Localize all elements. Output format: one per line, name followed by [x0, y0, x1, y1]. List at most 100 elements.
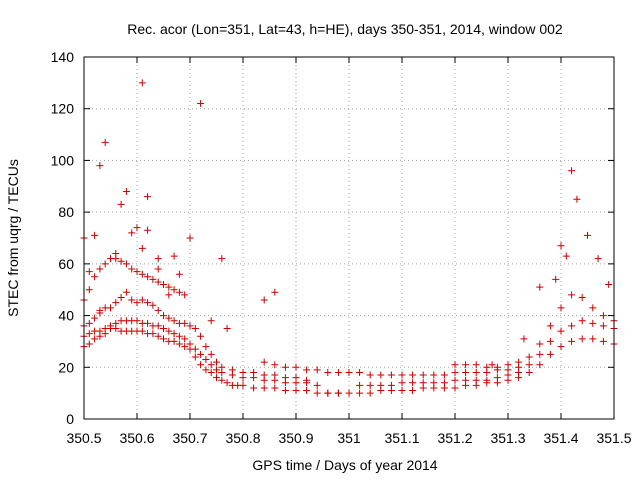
data-point — [133, 299, 141, 307]
y-tick-label: 80 — [58, 204, 74, 220]
data-point — [85, 330, 93, 338]
data-point — [128, 229, 136, 237]
data-point — [85, 340, 93, 348]
data-point — [122, 260, 130, 268]
y-axis-ticks: 0 20 40 60 80 100 120 140 — [51, 49, 614, 427]
data-point — [568, 322, 576, 330]
data-point — [356, 389, 364, 397]
data-point — [144, 193, 152, 201]
data-point — [149, 330, 157, 338]
data-point — [552, 275, 560, 283]
data-point — [96, 265, 104, 273]
data-point — [260, 358, 268, 366]
x-tick-label: 350.8 — [225, 430, 260, 446]
data-point — [546, 337, 554, 345]
data-point — [181, 335, 189, 343]
data-point — [154, 322, 162, 330]
data-point — [493, 374, 501, 382]
data-point — [117, 293, 125, 301]
x-axis-ticks: 350.5 350.6 350.7 350.8 350.9 351 351.1 351.2 35… — [66, 57, 632, 446]
data-point — [398, 371, 406, 379]
data-point — [345, 389, 353, 397]
x-tick-label: 351 — [337, 430, 361, 446]
y-tick-label: 140 — [51, 49, 75, 65]
data-point — [96, 332, 104, 340]
data-point — [160, 281, 167, 289]
data-point — [133, 224, 141, 232]
data-point — [91, 273, 99, 281]
data-point — [430, 371, 438, 379]
x-tick-label: 350.6 — [119, 430, 154, 446]
data-point — [250, 368, 258, 376]
data-point — [536, 350, 544, 358]
data-point — [91, 314, 99, 322]
x-tick-label: 351.1 — [384, 430, 419, 446]
data-point — [589, 335, 597, 343]
data-point — [451, 384, 459, 392]
data-point — [303, 366, 311, 374]
data-point — [186, 322, 194, 330]
data-point — [175, 340, 183, 348]
data-point — [128, 265, 136, 273]
data-point — [568, 337, 576, 345]
data-point — [181, 319, 189, 327]
data-point — [409, 371, 417, 379]
data-point — [223, 325, 231, 332]
data-point — [398, 379, 406, 387]
data-point — [504, 361, 512, 369]
data-point — [218, 363, 226, 371]
data-point — [599, 337, 607, 345]
x-tick-label: 351.3 — [490, 430, 525, 446]
data-point — [451, 376, 459, 384]
data-point — [366, 381, 374, 389]
data-point — [154, 255, 162, 263]
data-point — [181, 291, 189, 299]
data-point — [281, 363, 289, 371]
data-point — [462, 361, 470, 369]
data-point — [197, 332, 205, 340]
y-tick-label: 0 — [66, 411, 74, 427]
data-point — [546, 350, 554, 358]
data-point — [281, 387, 289, 395]
x-tick-label: 351.4 — [543, 430, 578, 446]
data-point — [589, 319, 597, 327]
y-tick-label: 40 — [58, 308, 74, 324]
x-tick-label: 350.7 — [172, 430, 207, 446]
data-point — [138, 327, 146, 335]
data-point — [170, 286, 178, 294]
data-point — [483, 376, 491, 384]
data-point — [557, 304, 565, 312]
data-point — [170, 252, 178, 260]
data-point — [207, 350, 215, 358]
data-point — [122, 187, 130, 195]
data-point — [154, 278, 162, 286]
data-point — [440, 371, 448, 379]
data-point — [271, 384, 279, 392]
data-point — [112, 299, 120, 307]
data-point — [197, 100, 205, 108]
data-point — [218, 255, 226, 263]
data-point — [409, 387, 417, 395]
data-point — [96, 306, 104, 314]
data-point — [175, 288, 183, 296]
data-point — [557, 343, 565, 351]
data-point — [138, 244, 146, 252]
data-point — [175, 332, 183, 340]
y-tick-label: 100 — [51, 152, 75, 168]
data-point — [387, 381, 395, 389]
data-point — [525, 353, 533, 361]
data-point — [202, 343, 210, 351]
data-point — [419, 379, 427, 387]
y-tick-label: 20 — [58, 359, 74, 375]
data-point — [536, 283, 544, 291]
data-point — [144, 319, 152, 327]
data-point — [584, 231, 591, 239]
data-point — [292, 363, 300, 371]
data-point — [292, 374, 300, 382]
data-point — [165, 291, 173, 299]
data-point — [213, 374, 220, 382]
data-point — [599, 322, 607, 330]
data-point — [356, 381, 364, 389]
